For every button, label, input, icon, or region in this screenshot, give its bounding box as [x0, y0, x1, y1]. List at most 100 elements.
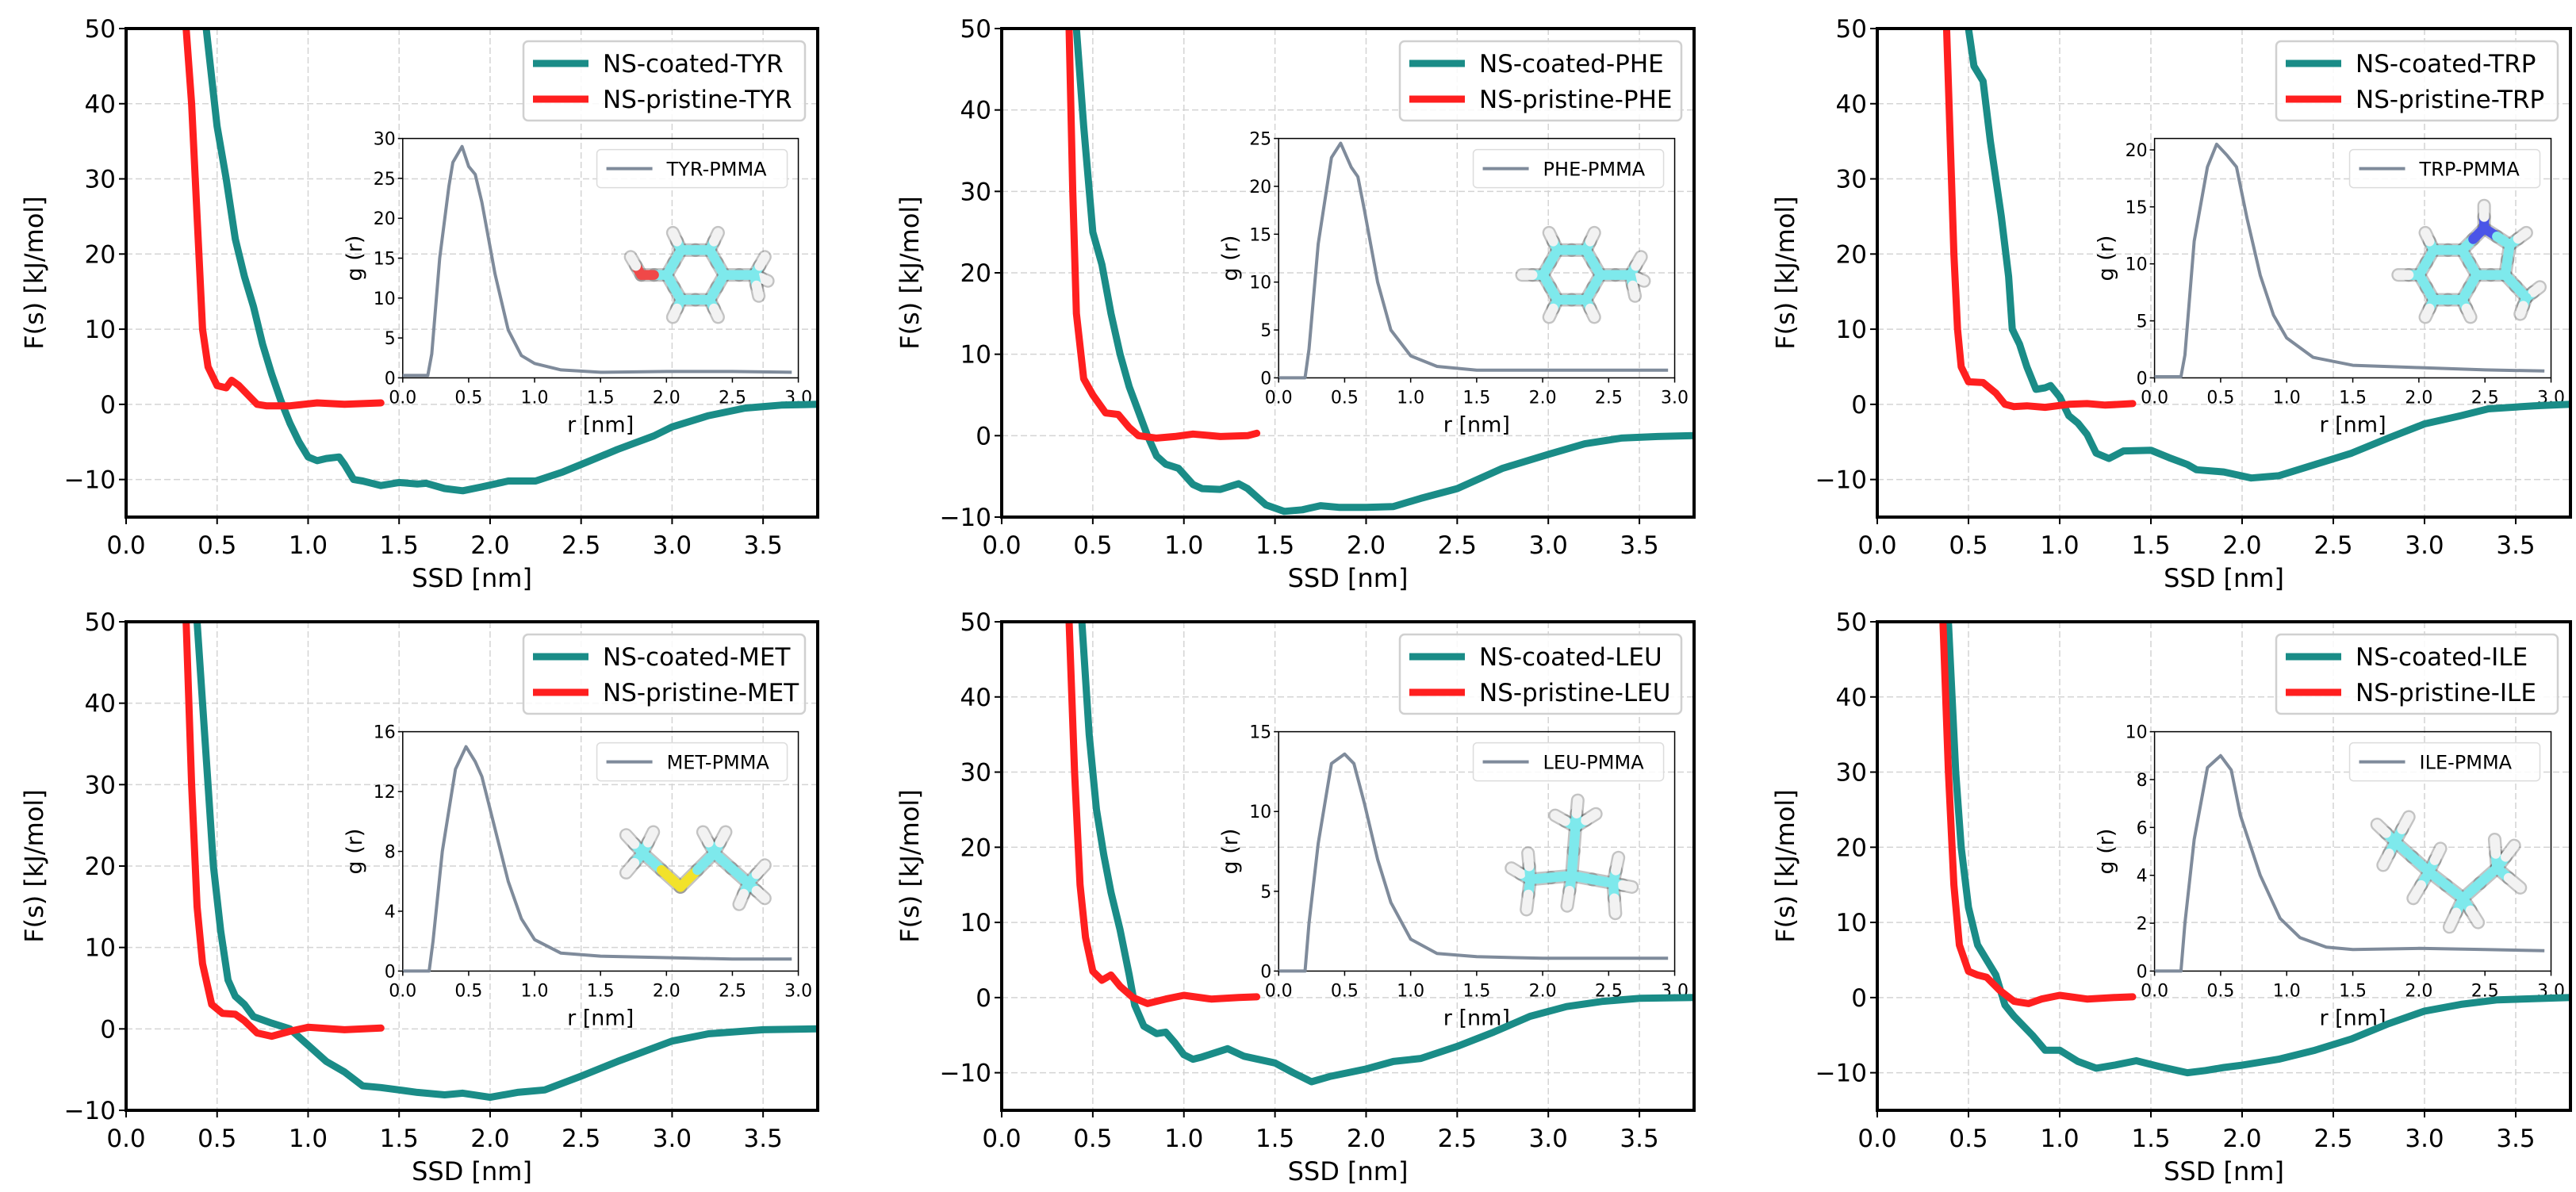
x-tick-label: 1.0: [1164, 1125, 1203, 1153]
inset-y-tick-label: 5: [1260, 321, 1271, 341]
bond: [751, 280, 764, 301]
legend-box: [2275, 633, 2559, 715]
bond: [1521, 889, 1534, 915]
bond: [715, 826, 731, 848]
inset-x-tick-label: 1.0: [1397, 981, 1424, 1001]
inset-y-tick-label: 5: [1260, 883, 1271, 903]
legend-label: NS-coated-TYR: [603, 50, 784, 79]
bond: [1585, 303, 1600, 323]
y-tick-label: 40: [1836, 684, 1867, 712]
bond: [668, 228, 682, 247]
y-axis-label: F(s) [kJ/mol]: [19, 789, 49, 943]
main-series-group: [1065, 29, 1694, 516]
bond: [2444, 907, 2462, 932]
bond: [1581, 809, 1601, 826]
inset-series-line: [2154, 753, 2545, 973]
subplot-0: 0.0 0.5 1.0 1.5 2.0 2.5 3.0 0 5 10 15 20 25 30 r [nm] g…: [19, 15, 819, 593]
legend: NS-coated-ILE NS-pristine-ILE: [2275, 633, 2559, 715]
x-tick-label: 1.0: [2040, 1125, 2079, 1153]
x-tick-label: 1.5: [380, 531, 419, 560]
inset-x-tick-label: 1.0: [521, 388, 549, 408]
inset-x-tick-label: 0.0: [2141, 388, 2168, 408]
axes-frame: [1876, 27, 2572, 519]
inset-y-tick-label: 10: [1249, 274, 1271, 293]
bond: [642, 826, 658, 848]
y-tick-label: 0: [100, 1015, 116, 1044]
bond: [2465, 905, 2483, 928]
x-tick-label: 0.5: [1949, 1125, 1988, 1153]
x-tick-label: 1.5: [1255, 531, 1294, 560]
legend-label: NS-coated-MET: [603, 643, 791, 672]
bond: [2515, 301, 2528, 320]
inset-x-tick-label: 0.5: [1331, 388, 1359, 408]
x-axis-label: SSD [nm]: [412, 1156, 532, 1186]
y-tick-label: 30: [85, 166, 116, 194]
bond: [2372, 819, 2391, 838]
inset-legend-box: [1472, 742, 1665, 782]
x-tick-label: 0.5: [1073, 1125, 1112, 1153]
main-series-group: [182, 622, 818, 1102]
bond: [2528, 282, 2545, 297]
bond: [2420, 303, 2435, 323]
inset-x-tick-label: 0.5: [2206, 981, 2234, 1001]
bond: [709, 303, 723, 323]
inset-y-axis-label: g (r): [1218, 829, 1243, 875]
subplot-2: 0.0 0.5 1.0 1.5 2.0 2.5 3.0 0 5 10 15 20 r [nm] g (r)…: [1770, 15, 2572, 593]
series-line-coated: [1965, 29, 2570, 482]
inset-x-tick-label: 2.0: [1529, 388, 1557, 408]
bond: [1627, 280, 1640, 301]
bond: [1550, 810, 1570, 826]
inset-y-tick-label: 15: [2126, 198, 2148, 218]
series-line-pristine: [1065, 29, 1261, 442]
y-tick-label: 10: [960, 909, 991, 937]
inset-y-tick-label: 20: [2126, 141, 2148, 161]
inset-y-tick-label: 0: [2137, 962, 2148, 982]
inset-x-tick-label: 0.0: [1265, 981, 1293, 1001]
butane-molecule-icon: [2370, 810, 2528, 934]
methylindole-molecule-icon: [2391, 198, 2547, 324]
bond: [734, 888, 749, 910]
inset-y-tick-label: 20: [1249, 178, 1271, 197]
inset-x-tick-label: 1.0: [1397, 388, 1424, 408]
inset-y-tick-label: 2: [2137, 914, 2148, 934]
inset-legend-label: PHE-PMMA: [1543, 159, 1646, 181]
inset-y-tick-label: 10: [374, 289, 396, 309]
legend-label: NS-pristine-ILE: [2356, 679, 2536, 707]
bond: [1617, 880, 1637, 892]
bond: [2397, 811, 2414, 834]
x-tick-label: 1.5: [2131, 531, 2170, 560]
y-axis-label: F(s) [kJ/mol]: [895, 789, 925, 943]
inset-legend-box: [2348, 148, 2541, 189]
inset-series-line: [2154, 142, 2545, 378]
legend-label: NS-pristine-PHE: [1479, 86, 1673, 114]
series-line-coated: [202, 29, 818, 495]
y-tick-label: 20: [960, 259, 991, 288]
y-axis-label: F(s) [kJ/mol]: [1770, 196, 1800, 350]
inset-series-line: [1278, 141, 1669, 380]
y-tick-label: 30: [960, 759, 991, 788]
y-tick-label: 50: [1836, 608, 1867, 637]
inset-y-tick-label: 0: [385, 369, 396, 389]
x-tick-label: 3.5: [744, 531, 783, 560]
inset-y-tick-label: 4: [385, 903, 396, 922]
series-line-coated: [194, 622, 818, 1102]
x-tick-label: 1.0: [289, 1125, 328, 1153]
inset-x-axis-label: r [nm]: [1443, 412, 1510, 437]
bond: [709, 228, 723, 247]
bond: [2490, 834, 2501, 859]
methyl-ethyl-sulfide-molecule-icon: [619, 825, 772, 911]
x-tick-label: 2.5: [562, 531, 600, 560]
inset-legend: ILE-PMMA: [2348, 742, 2541, 782]
inset-legend: MET-PMMA: [596, 742, 788, 782]
x-tick-label: 3.0: [1529, 1125, 1568, 1153]
inset-x-tick-label: 0.5: [1331, 981, 1359, 1001]
axes-frame: [1876, 620, 2572, 1112]
inset-x-tick-label: 1.5: [2339, 981, 2367, 1001]
y-tick-label: −10: [940, 504, 991, 532]
bond: [1562, 885, 1575, 911]
x-tick-label: 3.5: [2496, 531, 2535, 560]
x-axis-label: SSD [nm]: [2164, 563, 2284, 593]
y-tick-label: 40: [960, 684, 991, 712]
